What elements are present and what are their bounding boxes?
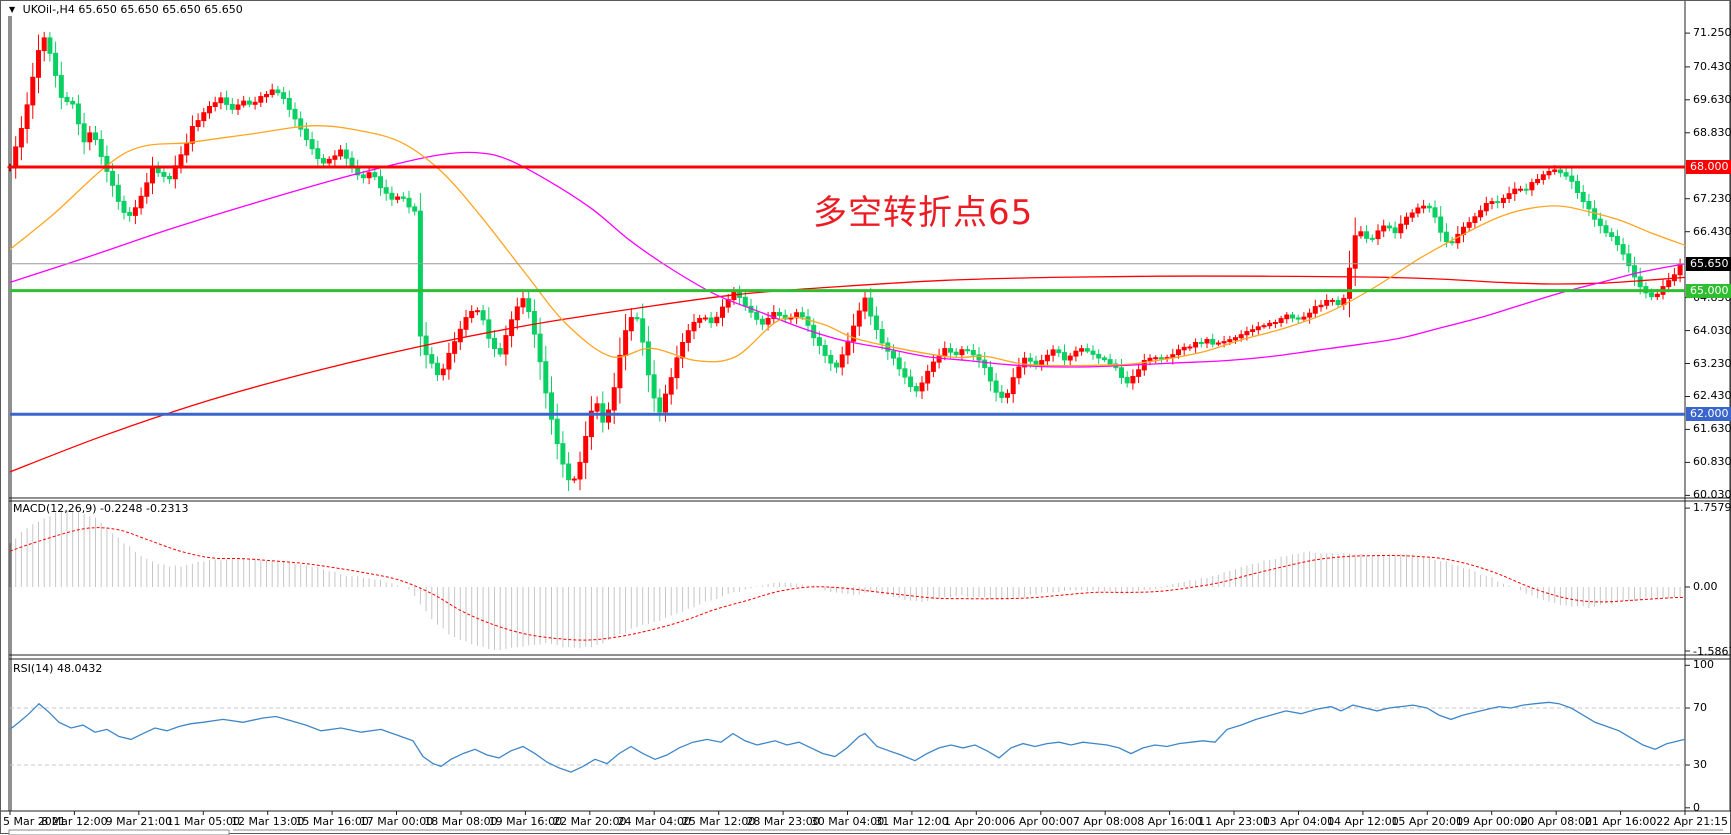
time-tick-label: 9 Mar 21:00 xyxy=(105,815,173,828)
price-tick-label: 66.430 xyxy=(1693,225,1731,238)
price-tick-label: 60.830 xyxy=(1693,455,1731,468)
candles-layer[interactable] xyxy=(7,31,1683,491)
price-tick-label: 60.030 xyxy=(1693,488,1731,501)
price-tick-label: 63.230 xyxy=(1693,357,1731,370)
price-tick-label: 67.230 xyxy=(1693,192,1731,205)
time-tick-label: 8 Mar 12:00 xyxy=(41,815,108,828)
chart-tab[interactable] xyxy=(8,829,230,835)
macd-indicator-label: MACD(12,26,9) -0.2248 -0.2313 xyxy=(13,502,189,515)
collapse-triangle-icon[interactable]: ▼ xyxy=(9,5,16,14)
macd-tick-label: -1.5867 xyxy=(1693,645,1731,658)
time-tick-label: 14 Apr 12:00 xyxy=(1327,815,1399,828)
ma-mid-magenta-line xyxy=(9,151,1686,368)
price-tick-label: 68.830 xyxy=(1693,126,1731,139)
time-tick-label: 6 Apr 00:00 xyxy=(1008,815,1074,828)
time-tick-label: 13 Apr 04:00 xyxy=(1262,815,1335,828)
time-axis-ticks xyxy=(9,811,1686,815)
time-tick-label: 31 Mar 12:00 xyxy=(875,815,949,828)
ohlc-values-label: 65.650 65.650 65.650 65.650 xyxy=(78,3,243,16)
time-tick-label: 24 Mar 04:00 xyxy=(617,815,691,828)
rsi-tick-label: 70 xyxy=(1693,701,1707,714)
time-tick-label: 21 Apr 16:00 xyxy=(1584,815,1657,828)
time-tick-label: 18 Mar 08:00 xyxy=(424,815,498,828)
price-tick-label: 64.030 xyxy=(1693,324,1731,337)
time-tick-label: 5 Mar 2021 xyxy=(3,815,66,828)
time-tick-label: 11 Mar 05:00 xyxy=(166,815,240,828)
chart-tab-bar[interactable] xyxy=(8,829,1723,835)
time-tick-label: 25 Mar 12:00 xyxy=(681,815,756,828)
time-tick-label: 19 Apr 00:00 xyxy=(1455,815,1528,828)
time-tick-label: 22 Mar 20:00 xyxy=(553,815,627,828)
time-tick-label: 22 Apr 21:15 xyxy=(1656,815,1728,828)
macd-tick-label: 1.7579 xyxy=(1693,501,1731,514)
time-tick-label: 7 Apr 08:00 xyxy=(1072,815,1138,828)
time-tick-label: 1 Apr 20:00 xyxy=(943,815,1009,828)
time-tick-label: 30 Mar 04:00 xyxy=(810,815,885,828)
price-badge-68.000: 68.000 xyxy=(1686,160,1731,174)
symbol-period-label: UKOil-,H4 xyxy=(22,3,75,16)
rsi-tick-label: 100 xyxy=(1693,658,1714,671)
rsi-indicator-label: RSI(14) 48.0432 xyxy=(13,662,103,675)
time-tick-label: 20 Apr 08:00 xyxy=(1520,815,1593,828)
time-tick-label: 15 Mar 16:00 xyxy=(295,815,369,828)
price-tick-label: 61.630 xyxy=(1693,422,1731,435)
time-tick-label: 17 Mar 00:00 xyxy=(359,815,434,828)
chart-title-bar[interactable]: ▼ UKOil-,H4 65.650 65.650 65.650 65.650 xyxy=(9,3,243,16)
price-tick-label: 70.430 xyxy=(1693,60,1731,73)
rsi-line xyxy=(9,701,1686,773)
time-tick-label: 12 Mar 13:00 xyxy=(230,815,305,828)
macd-histogram xyxy=(9,509,1681,651)
time-tick-label: 15 Apr 20:00 xyxy=(1391,815,1464,828)
rsi-tick-label: 0 xyxy=(1693,801,1700,814)
price-tick-label: 62.430 xyxy=(1693,389,1731,402)
time-tick-label: 28 Mar 23:00 xyxy=(746,815,820,828)
time-tick-label: 19 Mar 16:00 xyxy=(488,815,563,828)
axis-tick-marks xyxy=(1685,32,1690,809)
price-badge-65.650: 65.650 xyxy=(1686,257,1731,271)
macd-tick-label: 0.00 xyxy=(1693,580,1718,593)
macd-signal-line xyxy=(9,527,1686,641)
panel-frame xyxy=(1,1,1731,812)
ma-fast-orange-line xyxy=(9,125,1686,367)
time-tick-label: 11 Apr 23:00 xyxy=(1198,815,1270,828)
rsi-tick-label: 30 xyxy=(1693,758,1707,771)
price-tick-label: 71.250 xyxy=(1693,26,1731,39)
time-tick-label: 8 Apr 16:00 xyxy=(1137,815,1202,828)
price-badge-65.000: 65.000 xyxy=(1686,284,1731,298)
price-tick-label: 69.630 xyxy=(1693,93,1731,106)
price-badge-62.000: 62.000 xyxy=(1686,407,1731,421)
ma-slow-red-line xyxy=(9,275,1686,473)
chart-text-annotation[interactable]: 多空转折点65 xyxy=(813,193,1034,233)
